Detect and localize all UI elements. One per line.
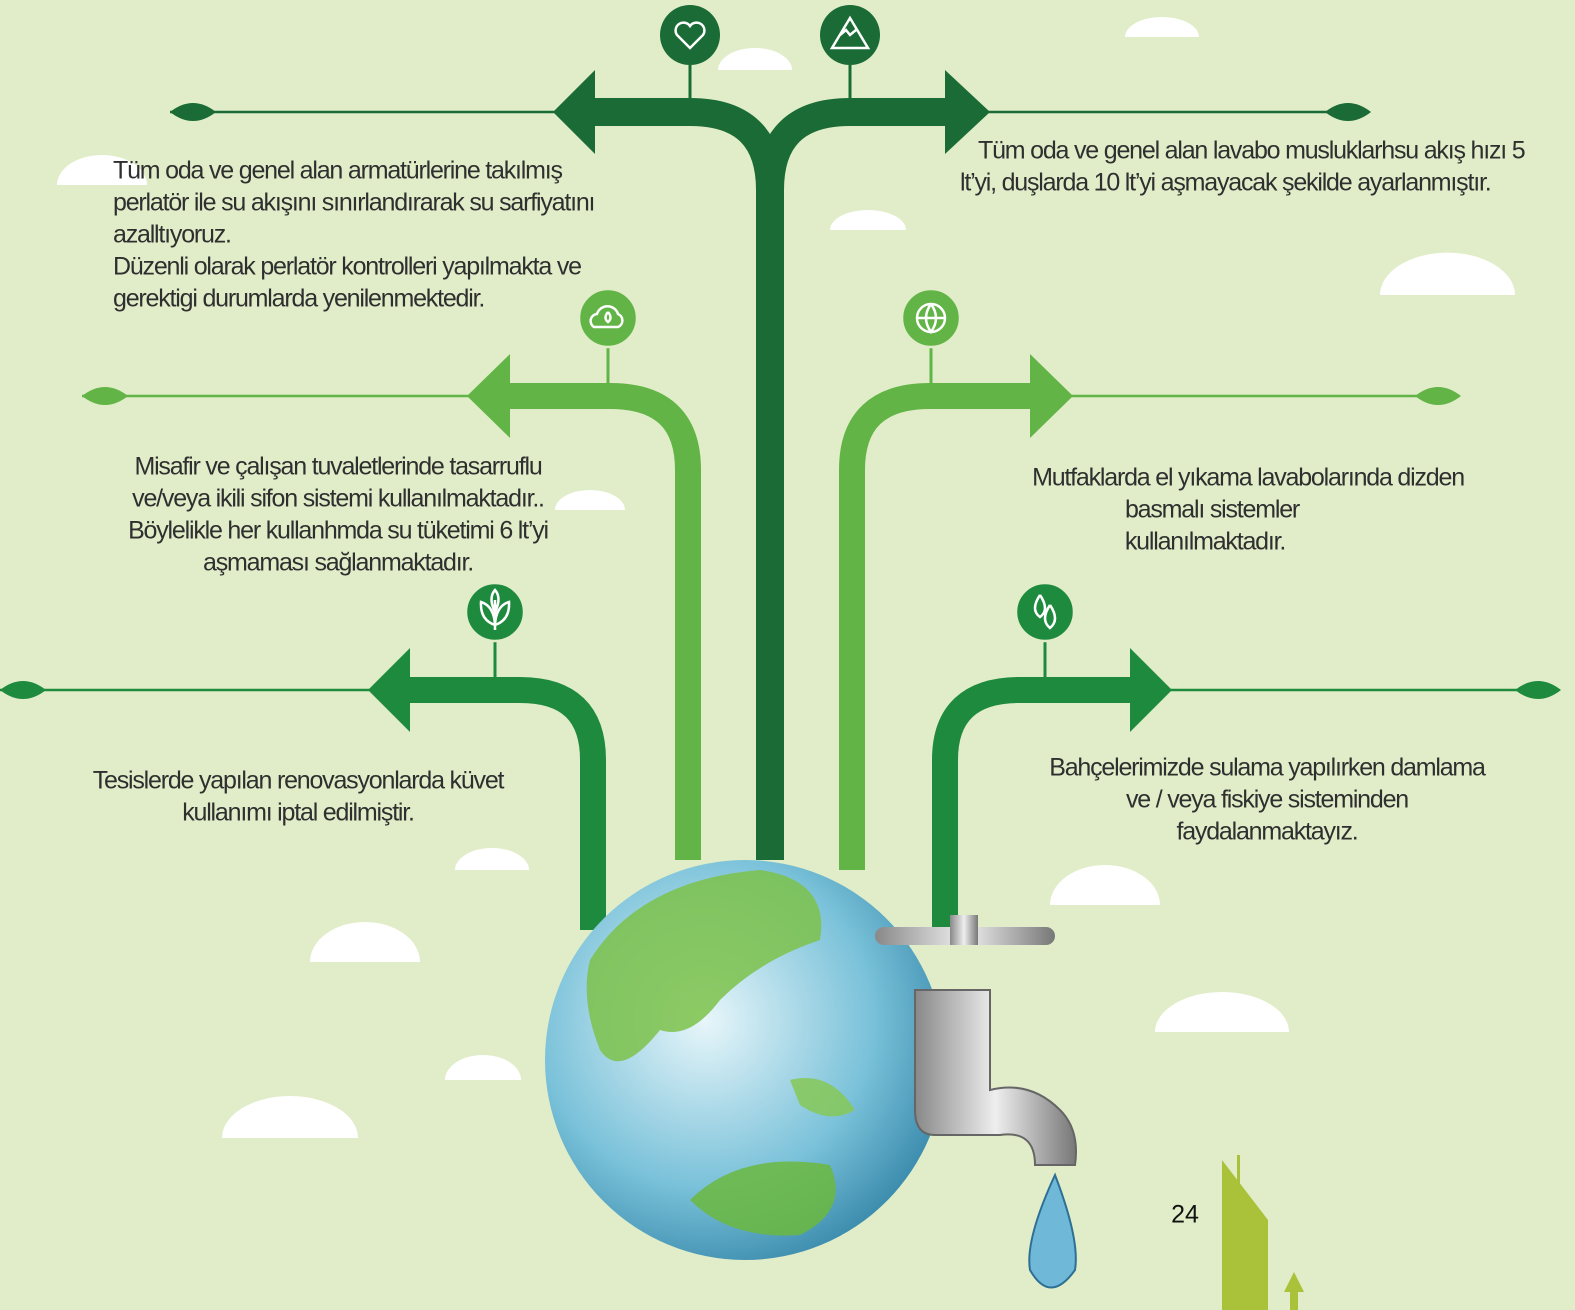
block-text: Düzenli olarak perlatör kontrolleri yapı… <box>113 253 581 281</box>
faucet <box>875 915 1077 1289</box>
block-text: azalltıyoruz. <box>113 221 231 249</box>
block-text: ve / veya fiskiye sisteminden <box>1126 786 1408 814</box>
block-text: kullanımı iptal edilmiştir. <box>182 799 414 827</box>
branches <box>0 65 1540 930</box>
page-number: 24 <box>1171 1201 1199 1229</box>
block-text: Böylelikle her kullanhmda su tüketimi 6 … <box>128 517 548 545</box>
block-text: Tüm oda ve genel alan armatürlerine takı… <box>113 157 563 185</box>
leaves <box>0 103 1561 699</box>
block-text: Tüm oda ve genel alan lavabo musluklarhs… <box>978 137 1525 165</box>
block-text: basmalı sistemler <box>1125 496 1300 524</box>
arrowheads <box>368 70 1172 732</box>
block-text: perlatör ile su akışını sınırlandırarak … <box>113 189 594 217</box>
block-text: Mutfaklarda el yıkama lavabolarında dizd… <box>1032 464 1464 492</box>
block-text: Misafir ve çalışan tuvaletlerinde tasarr… <box>134 453 541 481</box>
texts: Tüm oda ve genel alan armatürlerine takı… <box>93 137 1526 1229</box>
clouds <box>57 17 1515 1138</box>
block-text: lt’yi, duşlarda 10 lt’yi aşmayacak şekil… <box>960 169 1490 197</box>
block-text: Tesislerde yapılan renovasyonlarda küvet <box>93 767 505 795</box>
block-text: aşmaması sağlanmaktadır. <box>203 549 473 577</box>
icons <box>464 5 1076 643</box>
block-text: faydalanmaktayız. <box>1176 818 1357 846</box>
block-text: kullanılmaktadır. <box>1125 528 1285 556</box>
block-text: Bahçelerimizde sulama yapılırken damlama <box>1049 754 1486 782</box>
globe <box>545 860 945 1260</box>
block-text: gerektigi durumlarda yenilenmektedir. <box>113 285 484 313</box>
building <box>1222 1155 1304 1310</box>
block-text: ve/veya ikili sifon sistemi kullanılmakt… <box>132 485 544 513</box>
